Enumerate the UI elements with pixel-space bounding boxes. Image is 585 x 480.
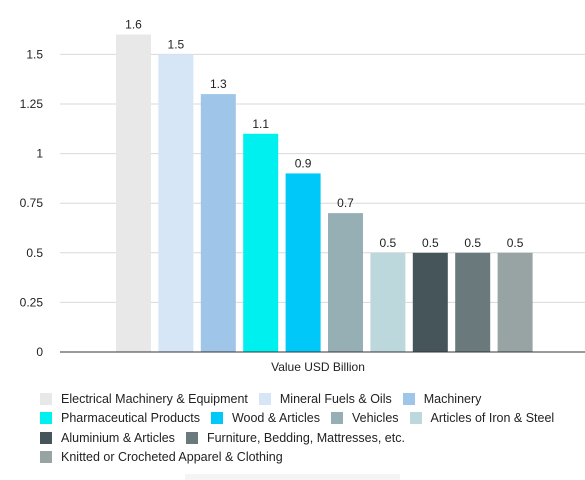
legend-row: Electrical Machinery & Equipment Mineral … bbox=[40, 389, 585, 409]
legend-swatch bbox=[40, 451, 52, 464]
y-tick-label: 0.25 bbox=[20, 295, 44, 309]
footer-strip bbox=[185, 474, 400, 480]
legend-row: Pharmaceutical Products Wood & Articles Ve… bbox=[40, 409, 585, 429]
legend-swatch bbox=[258, 392, 271, 405]
y-tick-label: 1.5 bbox=[26, 47, 43, 61]
legend-item[interactable]: Knitted or Crocheted Apparel & Clothing bbox=[40, 450, 283, 464]
legend-swatch bbox=[210, 412, 223, 425]
bar bbox=[200, 94, 236, 352]
legend-swatch bbox=[40, 412, 52, 425]
legend-item[interactable]: Articles of Iron & Steel bbox=[409, 411, 555, 426]
legend-item[interactable]: Aluminium & Articles bbox=[40, 431, 175, 445]
bar-chart: 0 0.25 0.5 0.75 1 1.25 1.5 1.6 1.5 1.3 1.1 0.9 0.7 0.… bbox=[20, 18, 585, 374]
legend-label: Aluminium & Articles bbox=[61, 430, 175, 445]
bar bbox=[370, 252, 406, 352]
legend: Electrical Machinery & Equipment Mineral … bbox=[40, 389, 585, 467]
data-label: 1.6 bbox=[125, 18, 142, 32]
legend-swatch bbox=[402, 392, 415, 405]
legend-label: Wood & Articles bbox=[231, 411, 320, 426]
legend-item[interactable]: Vehicles bbox=[330, 411, 399, 426]
bar bbox=[497, 252, 533, 352]
legend-label: Electrical Machinery & Equipment bbox=[61, 391, 248, 406]
legend-row: Aluminium & Articles Furniture, Bedding, … bbox=[40, 428, 585, 448]
bar bbox=[412, 252, 448, 352]
bar bbox=[455, 252, 491, 352]
legend-label: Machinery bbox=[423, 391, 482, 406]
legend-label: Mineral Fuels & Oils bbox=[279, 391, 392, 406]
bar bbox=[328, 213, 363, 352]
y-tick-label: 0.5 bbox=[26, 246, 43, 260]
bar bbox=[116, 34, 151, 353]
legend-item[interactable]: Machinery bbox=[402, 391, 482, 406]
legend-item[interactable]: Mineral Fuels & Oils bbox=[258, 391, 392, 406]
legend-label: Vehicles bbox=[351, 411, 399, 426]
data-label: 0.7 bbox=[337, 196, 354, 210]
legend-swatch bbox=[330, 412, 343, 425]
data-label: 1.5 bbox=[168, 37, 185, 51]
bar bbox=[243, 133, 279, 352]
legend-row: Knitted or Crocheted Apparel & Clothing bbox=[40, 448, 585, 468]
data-label: 0.5 bbox=[380, 236, 397, 250]
legend-label: Knitted or Crocheted Apparel & Clothing bbox=[61, 450, 283, 465]
legend-swatch bbox=[40, 431, 52, 444]
legend-label: Pharmaceutical Products bbox=[61, 411, 200, 426]
legend-label: Furniture, Bedding, Mattresses, etc. bbox=[206, 430, 405, 445]
legend-swatch bbox=[185, 431, 198, 444]
bar bbox=[158, 54, 194, 353]
legend-swatch bbox=[40, 392, 52, 405]
y-tick-label: 0.75 bbox=[20, 196, 44, 210]
data-label: 0.5 bbox=[422, 236, 439, 250]
x-axis-label: Value USD Billion bbox=[271, 360, 365, 374]
y-tick-label: 1 bbox=[36, 147, 43, 161]
legend-item[interactable]: Pharmaceutical Products bbox=[40, 411, 200, 425]
data-label: 1.3 bbox=[210, 77, 227, 91]
legend-item[interactable]: Electrical Machinery & Equipment bbox=[40, 392, 248, 406]
data-label: 0.5 bbox=[464, 236, 481, 250]
data-label: 0.9 bbox=[295, 156, 312, 170]
legend-item[interactable]: Wood & Articles bbox=[210, 411, 320, 426]
y-tick-label: 0 bbox=[36, 345, 43, 359]
data-label: 0.5 bbox=[507, 236, 524, 250]
bar bbox=[285, 173, 321, 352]
legend-swatch bbox=[409, 412, 422, 425]
y-tick-label: 1.25 bbox=[20, 97, 44, 111]
legend-item[interactable]: Furniture, Bedding, Mattresses, etc. bbox=[185, 430, 405, 445]
data-label: 1.1 bbox=[252, 117, 269, 131]
legend-label: Articles of Iron & Steel bbox=[430, 411, 555, 426]
